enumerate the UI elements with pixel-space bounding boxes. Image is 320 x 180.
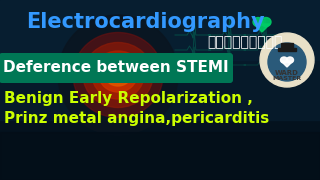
Ellipse shape bbox=[73, 33, 163, 118]
Ellipse shape bbox=[253, 17, 263, 26]
FancyBboxPatch shape bbox=[0, 53, 233, 83]
Ellipse shape bbox=[58, 15, 178, 135]
Polygon shape bbox=[254, 24, 270, 32]
Ellipse shape bbox=[99, 58, 137, 92]
Text: සිංහාලෙන්: සිංහාලෙන් bbox=[207, 35, 283, 49]
Bar bbox=[0, 132, 320, 180]
Text: Electrocardiography: Electrocardiography bbox=[26, 12, 264, 32]
Ellipse shape bbox=[114, 71, 123, 78]
Text: Benign Early Repolarization ,: Benign Early Repolarization , bbox=[4, 91, 253, 105]
Bar bbox=[0, 0, 320, 60]
Text: WARD: WARD bbox=[275, 70, 299, 76]
Ellipse shape bbox=[281, 57, 287, 63]
Circle shape bbox=[268, 43, 306, 81]
Ellipse shape bbox=[261, 17, 271, 26]
Ellipse shape bbox=[105, 64, 131, 86]
FancyBboxPatch shape bbox=[281, 43, 293, 48]
Ellipse shape bbox=[92, 51, 144, 99]
Bar bbox=[278, 48, 296, 51]
Bar bbox=[0, 120, 320, 180]
Text: Prinz metal angina,pericarditis: Prinz metal angina,pericarditis bbox=[4, 111, 269, 125]
Circle shape bbox=[260, 33, 314, 87]
Ellipse shape bbox=[83, 42, 153, 107]
Text: MASTER: MASTER bbox=[272, 76, 301, 82]
Ellipse shape bbox=[110, 69, 126, 82]
Bar bbox=[0, 60, 320, 120]
Text: Deference between STEMI: Deference between STEMI bbox=[3, 60, 229, 75]
Ellipse shape bbox=[286, 57, 293, 63]
Polygon shape bbox=[281, 61, 293, 67]
